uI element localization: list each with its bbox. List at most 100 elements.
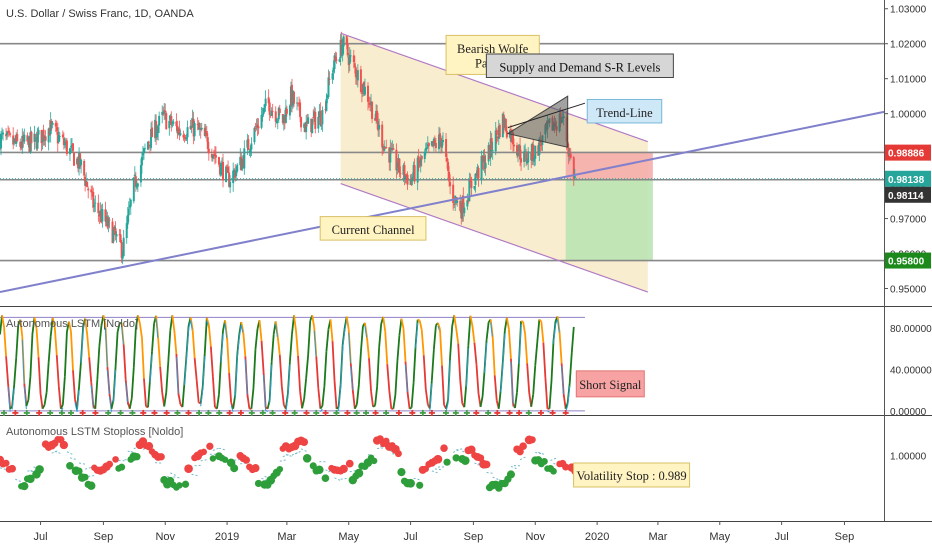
candle-body[interactable] bbox=[194, 123, 196, 136]
candle-body[interactable] bbox=[496, 130, 498, 135]
stoploss-dot[interactable] bbox=[200, 449, 207, 456]
candle-body[interactable] bbox=[319, 111, 321, 125]
candle-body[interactable] bbox=[101, 209, 103, 221]
candle-body[interactable] bbox=[328, 79, 330, 80]
candle-body[interactable] bbox=[116, 234, 118, 236]
candle-body[interactable] bbox=[336, 60, 338, 61]
candle-body[interactable] bbox=[208, 149, 210, 154]
candle-body[interactable] bbox=[87, 189, 89, 191]
candle-body[interactable] bbox=[279, 109, 281, 113]
stoploss-dot[interactable] bbox=[182, 481, 189, 488]
candle-body[interactable] bbox=[392, 148, 394, 150]
candle-body[interactable] bbox=[272, 111, 274, 112]
candle-body[interactable] bbox=[9, 133, 11, 134]
stoploss-dot[interactable] bbox=[550, 468, 557, 475]
candle-body[interactable] bbox=[113, 230, 115, 241]
candle-body[interactable] bbox=[407, 175, 409, 185]
candle-body[interactable] bbox=[269, 102, 271, 114]
candle-body[interactable] bbox=[201, 128, 203, 130]
stoploss-dot[interactable] bbox=[20, 482, 28, 490]
candle-body[interactable] bbox=[468, 180, 470, 201]
annotation-3[interactable]: Current Channel bbox=[320, 217, 426, 241]
candle-body[interactable] bbox=[2, 133, 4, 135]
stoploss-dot[interactable] bbox=[118, 464, 125, 471]
stoploss-dot[interactable] bbox=[35, 465, 44, 474]
stoploss-dot[interactable] bbox=[82, 474, 89, 481]
stoploss-dot[interactable] bbox=[395, 450, 402, 457]
stoploss-dot[interactable] bbox=[355, 469, 364, 478]
volatility-stop-annotation[interactable]: Volatility Stop : 0.989 bbox=[574, 463, 690, 487]
candle-body[interactable] bbox=[137, 183, 139, 186]
stoploss-dot[interactable] bbox=[300, 438, 308, 446]
stoploss-dot[interactable] bbox=[303, 454, 312, 463]
candle-body[interactable] bbox=[38, 130, 40, 135]
candle-body[interactable] bbox=[570, 154, 572, 158]
candle-body[interactable] bbox=[236, 165, 238, 172]
stoploss-dot[interactable] bbox=[158, 453, 165, 460]
candle-body[interactable] bbox=[385, 147, 387, 148]
candle-body[interactable] bbox=[492, 150, 494, 151]
candle-body[interactable] bbox=[517, 152, 519, 156]
candle-body[interactable] bbox=[314, 112, 316, 129]
stoploss-dot[interactable] bbox=[8, 465, 16, 473]
candle-body[interactable] bbox=[59, 136, 61, 137]
candle-body[interactable] bbox=[442, 140, 444, 142]
candle-body[interactable] bbox=[456, 201, 458, 203]
stoploss-dot[interactable] bbox=[176, 482, 182, 488]
candle-body[interactable] bbox=[187, 127, 189, 137]
candle-body[interactable] bbox=[364, 87, 366, 95]
candle-body[interactable] bbox=[523, 151, 525, 162]
candle-body[interactable] bbox=[52, 123, 54, 125]
candle-body[interactable] bbox=[222, 162, 224, 181]
candle-body[interactable] bbox=[97, 203, 99, 213]
candle-body[interactable] bbox=[343, 36, 345, 46]
stoploss-dot[interactable] bbox=[133, 453, 140, 460]
stoploss-dot[interactable] bbox=[112, 456, 119, 463]
candle-body[interactable] bbox=[158, 116, 160, 126]
candle-body[interactable] bbox=[30, 132, 32, 143]
candle-body[interactable] bbox=[250, 143, 252, 149]
candle-body[interactable] bbox=[130, 200, 132, 207]
candle-body[interactable] bbox=[123, 238, 125, 256]
candle-body[interactable] bbox=[574, 176, 576, 179]
candle-body[interactable] bbox=[414, 165, 416, 181]
candle-body[interactable] bbox=[165, 113, 167, 129]
candle-body[interactable] bbox=[428, 143, 430, 146]
candle-body[interactable] bbox=[317, 117, 319, 129]
stoploss-dot[interactable] bbox=[434, 455, 443, 464]
stoploss-dot[interactable] bbox=[3, 460, 10, 467]
stoploss-dot[interactable] bbox=[483, 461, 491, 469]
stoploss-dot[interactable] bbox=[322, 474, 330, 482]
stoploss-dot[interactable] bbox=[277, 466, 284, 473]
stoploss-dot[interactable] bbox=[461, 456, 470, 465]
candle-body[interactable] bbox=[258, 126, 260, 128]
stoploss-dot[interactable] bbox=[406, 479, 415, 488]
candle-body[interactable] bbox=[299, 102, 301, 117]
candle-body[interactable] bbox=[128, 209, 130, 215]
stoploss-dot[interactable] bbox=[184, 464, 193, 473]
stoploss-dot[interactable] bbox=[251, 464, 259, 472]
stoploss-dot[interactable] bbox=[230, 464, 238, 472]
candle-body[interactable] bbox=[243, 148, 245, 168]
candle-body[interactable] bbox=[247, 139, 249, 150]
candle-body[interactable] bbox=[133, 178, 135, 202]
candle-body[interactable] bbox=[229, 182, 231, 187]
stoploss-dot[interactable] bbox=[243, 456, 250, 463]
candle-body[interactable] bbox=[151, 128, 153, 138]
stoploss-dot[interactable] bbox=[529, 436, 536, 443]
candle-body[interactable] bbox=[378, 125, 380, 130]
annotation-1[interactable]: Supply and Demand S-R Levels bbox=[486, 54, 673, 78]
candle-body[interactable] bbox=[108, 220, 110, 221]
candle-body[interactable] bbox=[265, 99, 267, 106]
stoploss-dot[interactable] bbox=[440, 444, 448, 452]
candle-body[interactable] bbox=[179, 133, 181, 135]
candle-body[interactable] bbox=[286, 109, 288, 114]
candle-body[interactable] bbox=[215, 155, 217, 157]
candle-body[interactable] bbox=[513, 145, 515, 147]
candle-body[interactable] bbox=[499, 125, 501, 137]
stoploss-dot[interactable] bbox=[346, 460, 354, 468]
stoploss-dot[interactable] bbox=[206, 443, 213, 450]
candle-body[interactable] bbox=[293, 92, 295, 104]
candle-body[interactable] bbox=[16, 134, 18, 141]
candle-body[interactable] bbox=[86, 182, 88, 188]
